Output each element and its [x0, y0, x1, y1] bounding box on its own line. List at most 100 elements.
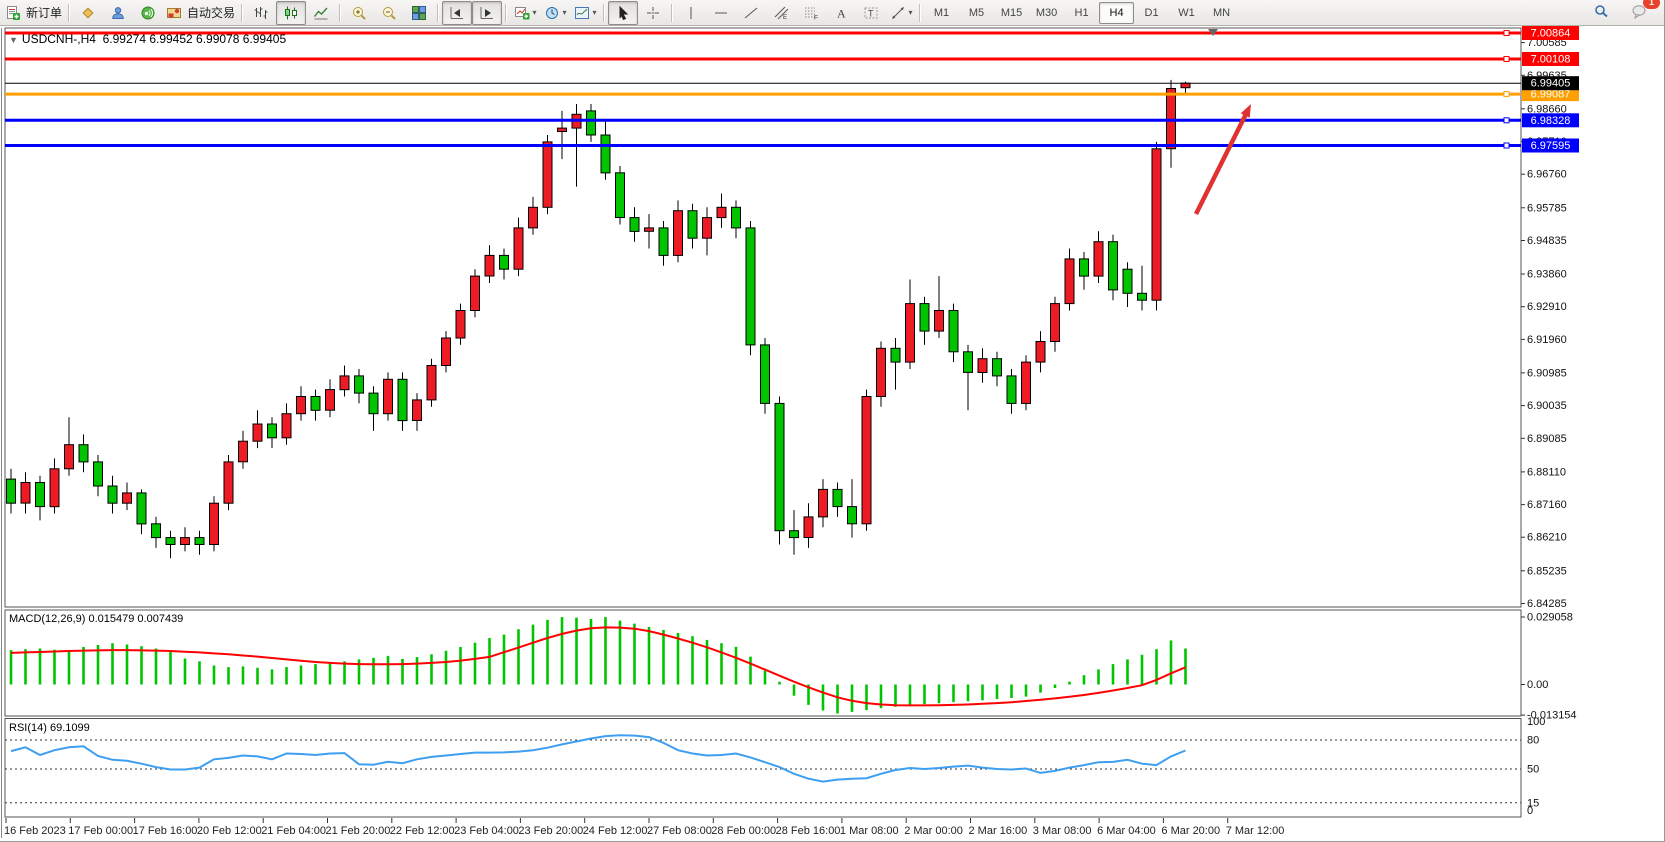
line-handle[interactable] — [1503, 142, 1510, 149]
timeframe-h1-button[interactable]: H1 — [1074, 6, 1089, 19]
time-axis: 16 Feb 2023 17 Feb 00:00 17 Feb 16:00 20 Fe… — [4, 818, 1284, 837]
price-lines-layer — [5, 29, 1521, 149]
timeframe-mn-button[interactable]: MN — [1212, 6, 1231, 19]
cursor-button[interactable] — [608, 0, 639, 25]
time-tick-label: 6 Mar 04:00 — [1097, 825, 1156, 837]
candle-body — [977, 358, 988, 374]
candle-body — [383, 378, 393, 415]
arrow-annotation[interactable] — [1193, 104, 1251, 216]
line-handle[interactable] — [1503, 56, 1510, 62]
candle-body — [963, 351, 973, 373]
chat-icon — [1631, 3, 1647, 22]
candle-body — [223, 461, 234, 504]
timeframe-m5-button[interactable]: M5 — [968, 6, 985, 19]
shift-icon — [450, 6, 464, 19]
line-handle[interactable] — [1503, 30, 1510, 36]
svg-text:E: E — [783, 15, 787, 21]
zoom-in-button[interactable] — [344, 1, 374, 25]
time-tick-label: 21 Feb 04:00 — [261, 825, 326, 837]
vline-icon — [690, 6, 692, 19]
signals-button[interactable] — [133, 1, 163, 25]
price-tick-label: 6.92910 — [1527, 301, 1567, 313]
chart-shift-button[interactable] — [442, 0, 473, 25]
equidistant-channel-button[interactable]: E — [766, 1, 796, 25]
candle-body — [890, 347, 901, 363]
chart-profiles-button[interactable]: ▾ — [570, 1, 600, 25]
autotrading-button[interactable]: 自动交易 — [163, 1, 238, 25]
time-tick-label: 22 Feb 12:00 — [390, 825, 455, 837]
chart-area[interactable]: 7.005856.996356.986606.977106.967606.957… — [0, 26, 1665, 842]
period-presets-button[interactable]: ▾ — [540, 1, 570, 25]
tile-windows-button[interactable] — [404, 1, 434, 25]
candle-body — [455, 310, 466, 339]
candle-body — [542, 141, 553, 208]
dropdown-caret-icon: ▾ — [532, 8, 537, 17]
price-tick-label: 6.86210 — [1527, 532, 1567, 544]
timeframe-w1-button[interactable]: W1 — [1178, 6, 1195, 19]
time-tick-label: 28 Feb 16:00 — [776, 825, 841, 837]
candle-body — [731, 206, 741, 229]
fibonacci-button[interactable]: F — [796, 1, 826, 25]
timeframe-h4-button[interactable]: H4 — [1099, 1, 1135, 24]
dropdown-caret-icon: ▾ — [592, 8, 597, 17]
bid-price-badge: 6.99405 — [1531, 78, 1571, 90]
new-chart-button[interactable]: ▾ — [510, 1, 540, 25]
horizontal-line-button[interactable] — [706, 1, 736, 25]
candle-body — [1064, 258, 1075, 305]
candle-body — [426, 365, 437, 401]
candlestick-mode-button[interactable] — [276, 0, 307, 25]
line-handle[interactable] — [1503, 117, 1510, 124]
user-icon — [112, 6, 124, 19]
line-handle[interactable] — [1503, 91, 1510, 98]
chat-icon — [1632, 5, 1646, 20]
candle-body — [774, 402, 785, 532]
search-button[interactable] — [1586, 1, 1616, 25]
candle-body — [194, 537, 205, 545]
candle-body — [1151, 148, 1162, 301]
price-tick-label: 6.90985 — [1527, 367, 1567, 379]
macd-pane: 0.029058 0.00 -0.013154 — [9, 612, 1577, 722]
vertical-line-button[interactable] — [676, 1, 706, 25]
hline-icon — [715, 12, 728, 13]
candle-body — [1006, 375, 1017, 404]
price-tick-label: 6.88110 — [1527, 466, 1566, 478]
toolbar-separator — [68, 3, 71, 22]
rsi-axis-label: 15 — [1527, 797, 1539, 809]
line-chart-mode-button[interactable] — [306, 1, 336, 25]
zoom-out-button[interactable] — [374, 1, 404, 25]
bar-chart-mode-button[interactable] — [246, 1, 276, 25]
shapes-icon — [891, 6, 904, 19]
rsi-line — [10, 734, 1186, 783]
timeframe-m1-button[interactable]: M1 — [933, 6, 950, 19]
autotrading-icon — [167, 7, 182, 18]
chat-button[interactable]: 1 — [1624, 0, 1660, 25]
text-button[interactable]: A — [826, 1, 856, 25]
timeframe-m30-button[interactable]: M30 — [1035, 6, 1058, 19]
candle-body — [397, 378, 408, 422]
autoscroll-icon — [480, 6, 494, 19]
shapes-button[interactable]: ▾ — [886, 1, 916, 25]
candle-body — [325, 389, 335, 411]
trendline-button[interactable] — [736, 1, 766, 25]
candle-body — [934, 310, 944, 332]
chart-canvas[interactable]: 7.005856.996356.986606.977106.967606.957… — [0, 26, 1665, 842]
candle-body — [803, 516, 814, 539]
price-tick-label: 6.89085 — [1527, 433, 1567, 445]
one-click-arrow-icon[interactable]: ▼ — [9, 35, 18, 45]
toolbar-separator — [671, 3, 674, 22]
rsi-axis-label: 0 — [1527, 805, 1533, 817]
user-profile-button[interactable] — [103, 1, 133, 25]
time-tick-label: 27 Feb 08:00 — [647, 825, 712, 837]
candle-body — [1093, 241, 1104, 277]
chart-shift-marker-icon[interactable] — [1208, 29, 1218, 36]
text-label-button[interactable]: T — [856, 1, 886, 25]
mql5-community-button[interactable] — [73, 1, 103, 25]
auto-scroll-button[interactable] — [472, 0, 503, 25]
new-order-button[interactable]: 新订单 — [2, 1, 65, 25]
rsi-axis-label: 80 — [1527, 735, 1539, 747]
candle-body — [165, 537, 176, 545]
crosshair-button[interactable] — [638, 1, 668, 25]
timeframe-m15-button[interactable]: M15 — [1000, 6, 1023, 19]
svg-text:T: T — [868, 8, 874, 18]
timeframe-d1-button[interactable]: D1 — [1144, 6, 1159, 19]
